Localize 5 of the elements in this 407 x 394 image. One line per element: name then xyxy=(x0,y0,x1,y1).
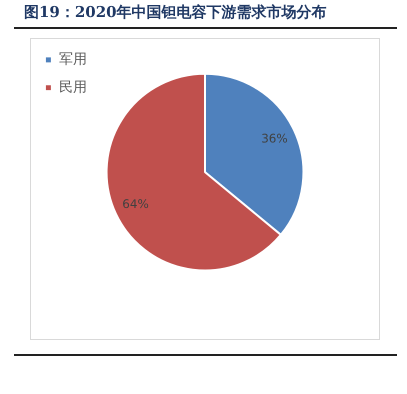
legend-label: 军用 xyxy=(58,51,87,68)
chart-title: 图19：2020年中国钽电容下游需求市场分布 xyxy=(24,3,327,22)
data-label: 64% xyxy=(122,196,149,211)
legend-label: 民用 xyxy=(58,79,87,96)
data-label: 36% xyxy=(261,132,288,146)
